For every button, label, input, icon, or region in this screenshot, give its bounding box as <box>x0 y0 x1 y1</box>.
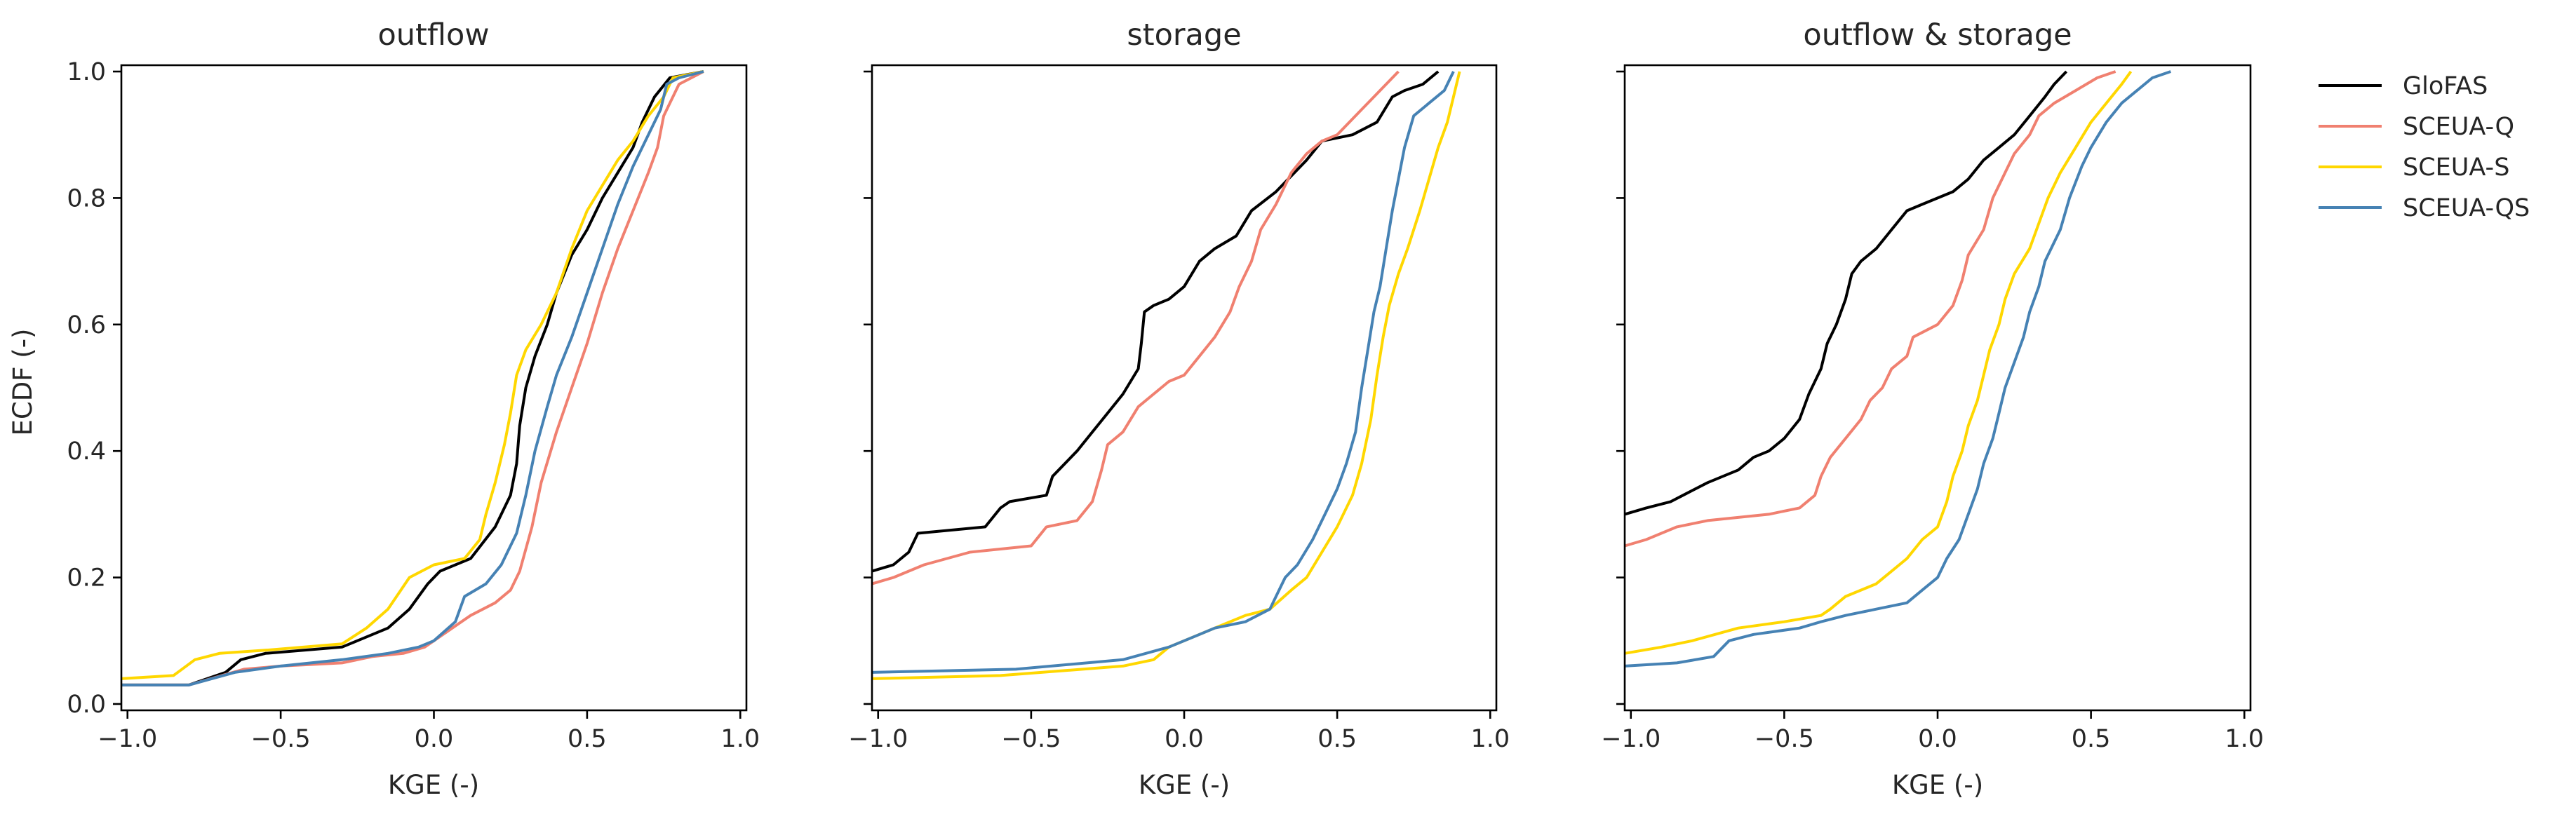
panel-outflow: outflow −1.0 −0.5 0.0 0.5 1.0 0.00.20.40.60.… <box>67 18 760 800</box>
x-tick-label: −0.5 <box>251 725 311 753</box>
series-line-glofas <box>121 70 704 686</box>
series-line-sceua-s <box>121 70 704 680</box>
series-line-sceua-s <box>1624 70 2133 655</box>
x-tick-label: −0.5 <box>1001 725 1061 753</box>
panel-outflow-storage: outflow & storage −1.0 −0.5 0.0 0.5 1.0 KGE … <box>1601 18 2264 800</box>
y-tick-label: 0.2 <box>67 564 106 593</box>
y-tick-label: 0.8 <box>67 184 106 212</box>
x-tick-label: 1.0 <box>720 725 760 753</box>
series-line-sceua-qs <box>1624 70 2171 668</box>
y-ticks <box>1616 70 1625 705</box>
legend-label-glofas: GloFAS <box>2403 72 2488 100</box>
series-line-sceua-q <box>1624 70 2117 548</box>
series-line-sceua-q <box>121 70 704 686</box>
y-tick-label: 1.0 <box>67 58 106 86</box>
x-tick-label: 0.0 <box>1165 725 1204 753</box>
x-ticks: −1.0 −0.5 0.0 0.5 1.0 <box>98 710 760 753</box>
series-layer <box>1624 70 2171 668</box>
series-layer <box>871 70 1461 680</box>
legend-label-sceua-s: SCEUA-S <box>2403 154 2509 182</box>
panel-title: outflow & storage <box>1803 18 2072 53</box>
panel-storage: storage −1.0 −0.5 0.0 0.5 1.0 KGE (-) <box>848 18 1510 800</box>
x-axis-label: KGE (-) <box>388 770 479 800</box>
y-axis-label: ECDF (-) <box>8 329 38 436</box>
x-ticks: −1.0 −0.5 0.0 0.5 1.0 <box>1601 710 2264 753</box>
legend: GloFAS SCEUA-Q SCEUA-S SCEUA-QS <box>2319 72 2530 222</box>
legend-label-sceua-q: SCEUA-Q <box>2403 113 2514 141</box>
series-line-sceua-qs <box>871 71 1455 674</box>
x-axis-label: KGE (-) <box>1892 770 1983 800</box>
y-ticks: 0.0 0.2 0.4 0.6 0.8 1.0 <box>67 58 121 719</box>
x-tick-label: −1.0 <box>848 725 908 753</box>
x-tick-label: 1.0 <box>1470 725 1510 753</box>
panel-title: storage <box>1127 18 1241 53</box>
y-tick-label: 0.0 <box>67 691 106 719</box>
series-line-sceua-q <box>871 70 1400 586</box>
y-tick-label: 0.6 <box>67 311 106 339</box>
x-tick-label: −1.0 <box>98 725 157 753</box>
x-tick-label: −1.0 <box>1601 725 1661 753</box>
y-ticks <box>864 70 872 705</box>
x-tick-label: 0.5 <box>1317 725 1357 753</box>
series-line-sceua-qs <box>121 70 704 686</box>
x-ticks: −1.0 −0.5 0.0 0.5 1.0 <box>848 710 1510 753</box>
legend-label-sceua-qs: SCEUA-QS <box>2403 194 2530 222</box>
series-layer <box>121 70 704 686</box>
x-axis-label: KGE (-) <box>1139 770 1230 800</box>
series-line-glofas <box>871 70 1440 573</box>
series-line-glofas <box>1624 70 2068 516</box>
x-tick-label: 0.0 <box>415 725 454 753</box>
x-tick-label: 0.5 <box>2072 725 2111 753</box>
x-tick-label: 0.5 <box>568 725 607 753</box>
plot-frame <box>1623 64 2252 712</box>
y-tick-label: 0.4 <box>67 438 106 466</box>
x-tick-label: −0.5 <box>1755 725 1814 753</box>
x-tick-label: 1.0 <box>2225 725 2264 753</box>
panel-title: outflow <box>378 18 490 53</box>
x-tick-label: 0.0 <box>1918 725 1957 753</box>
series-line-sceua-s <box>871 71 1461 680</box>
